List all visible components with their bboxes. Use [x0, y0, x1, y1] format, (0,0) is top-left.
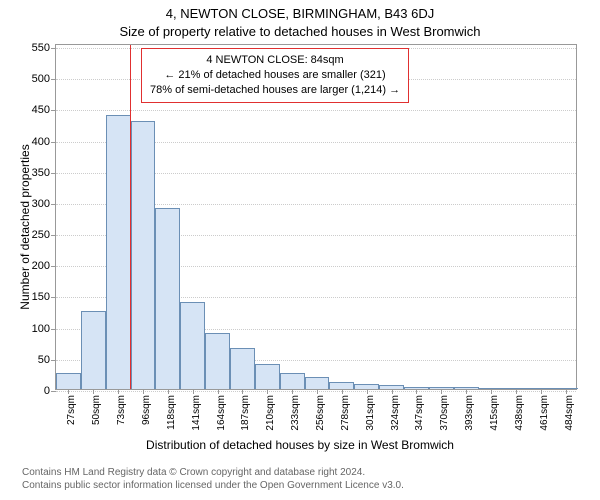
ytick-label: 350 [32, 167, 56, 179]
ytick-label: 0 [44, 385, 56, 397]
xtick-label: 438sqm [514, 395, 525, 431]
xtick-label: 187sqm [240, 395, 251, 431]
xtick-mark [242, 389, 243, 394]
xtick-mark [317, 389, 318, 394]
xtick-mark [516, 389, 517, 394]
ytick-label: 250 [32, 229, 56, 241]
xtick-mark [218, 389, 219, 394]
xtick-label: 324sqm [390, 395, 401, 431]
histogram-bar [81, 311, 106, 389]
credit-line-1: Contains HM Land Registry data © Crown c… [22, 466, 404, 479]
xtick-label: 484sqm [564, 395, 575, 431]
xtick-mark [292, 389, 293, 394]
xtick-label: 415sqm [489, 395, 500, 431]
credit-line-2: Contains public sector information licen… [22, 479, 404, 492]
ytick-label: 200 [32, 260, 56, 272]
histogram-bar [131, 121, 156, 389]
ytick-label: 50 [38, 354, 56, 366]
xtick-label: 210sqm [265, 395, 276, 431]
xtick-label: 461sqm [539, 395, 550, 431]
xtick-label: 256sqm [315, 395, 326, 431]
xtick-mark [93, 389, 94, 394]
xtick-label: 301sqm [365, 395, 376, 431]
xtick-mark [466, 389, 467, 394]
marker-line [130, 45, 131, 389]
xtick-mark [541, 389, 542, 394]
histogram-bar [230, 348, 255, 389]
xtick-mark [68, 389, 69, 394]
plot-area: 05010015020025030035040045050055027sqm50… [55, 44, 577, 390]
ytick-label: 500 [32, 73, 56, 85]
xtick-mark [491, 389, 492, 394]
xtick-mark [416, 389, 417, 394]
xtick-mark [118, 389, 119, 394]
xtick-label: 393sqm [464, 395, 475, 431]
histogram-bar [106, 115, 131, 389]
xtick-mark [392, 389, 393, 394]
x-axis-label: Distribution of detached houses by size … [0, 438, 600, 452]
histogram-bar [155, 208, 180, 389]
histogram-bar [305, 377, 330, 389]
histogram-bar [255, 364, 280, 389]
xtick-mark [168, 389, 169, 394]
annotation-line: ← 21% of detached houses are smaller (32… [150, 68, 400, 83]
xtick-label: 27sqm [66, 395, 77, 425]
xtick-mark [441, 389, 442, 394]
gridline-h [56, 110, 576, 111]
ytick-label: 300 [32, 198, 56, 210]
histogram-bar [180, 302, 205, 389]
xtick-label: 164sqm [216, 395, 227, 431]
xtick-mark [342, 389, 343, 394]
histogram-bar [56, 373, 81, 389]
xtick-mark [367, 389, 368, 394]
xtick-label: 347sqm [414, 395, 425, 431]
xtick-label: 50sqm [91, 395, 102, 425]
xtick-label: 233sqm [290, 395, 301, 431]
ytick-label: 450 [32, 104, 56, 116]
chart-title-desc: Size of property relative to detached ho… [0, 24, 600, 39]
histogram-bar [205, 333, 230, 389]
ytick-label: 400 [32, 136, 56, 148]
xtick-mark [566, 389, 567, 394]
histogram-bar [280, 373, 305, 389]
xtick-label: 118sqm [166, 395, 177, 430]
credits: Contains HM Land Registry data © Crown c… [22, 466, 404, 492]
xtick-label: 278sqm [340, 395, 351, 431]
ytick-label: 550 [32, 42, 56, 54]
xtick-mark [143, 389, 144, 394]
xtick-label: 141sqm [191, 395, 202, 431]
annotation-line: 4 NEWTON CLOSE: 84sqm [150, 53, 400, 68]
ytick-label: 150 [32, 291, 56, 303]
xtick-mark [267, 389, 268, 394]
chart-container: 4, NEWTON CLOSE, BIRMINGHAM, B43 6DJ Siz… [0, 0, 600, 500]
gridline-h [56, 391, 576, 392]
xtick-mark [193, 389, 194, 394]
y-axis-label: Number of detached properties [18, 127, 32, 327]
ytick-label: 100 [32, 323, 56, 335]
annotation-line: 78% of semi-detached houses are larger (… [150, 83, 400, 98]
histogram-bar [329, 382, 354, 389]
chart-title-address: 4, NEWTON CLOSE, BIRMINGHAM, B43 6DJ [0, 6, 600, 21]
annotation-box: 4 NEWTON CLOSE: 84sqm← 21% of detached h… [141, 48, 409, 103]
xtick-label: 96sqm [141, 395, 152, 425]
xtick-label: 73sqm [116, 395, 127, 425]
xtick-label: 370sqm [439, 395, 450, 431]
